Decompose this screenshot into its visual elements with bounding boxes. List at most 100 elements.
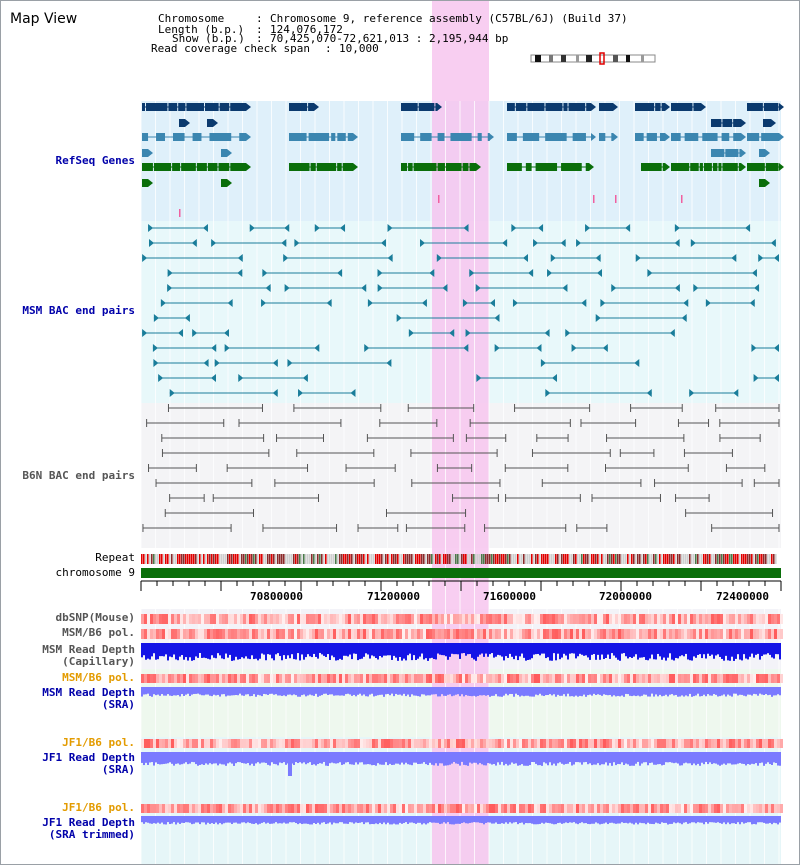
read-depth-bar: [155, 687, 157, 696]
repeat-element: [599, 554, 601, 564]
polymorphism-cell: [714, 739, 717, 748]
polymorphism-cell: [777, 614, 780, 624]
track-label-repeat[interactable]: Repeat: [95, 551, 135, 564]
read-depth-bar: [355, 643, 357, 654]
gene-exon: [178, 103, 186, 111]
gene-strand-arrow: [779, 103, 784, 111]
polymorphism-cell: [780, 614, 783, 624]
repeat-element: [387, 554, 389, 564]
track-label-msm-pol[interactable]: MSM/B6 pol.: [62, 626, 135, 639]
bac-end-marker: [148, 239, 154, 247]
read-depth-bar: [511, 643, 513, 657]
read-depth-bar: [355, 752, 357, 763]
read-depth-bar: [301, 752, 303, 764]
polymorphism-cell: [198, 629, 201, 639]
read-depth-bar: [529, 816, 531, 824]
read-depth-bar: [739, 687, 741, 695]
gene-exon: [230, 103, 246, 111]
read-depth-bar: [285, 687, 287, 697]
polymorphism-cell: [246, 629, 249, 639]
polymorphism-cell: [384, 674, 387, 683]
read-depth-bar: [469, 687, 471, 696]
read-depth-bar: [731, 643, 733, 657]
polymorphism-cell: [285, 739, 288, 748]
polymorphism-cell: [249, 674, 252, 683]
read-depth-bar: [347, 643, 349, 657]
polymorphism-cell: [144, 614, 147, 624]
repeat-element: [553, 554, 555, 564]
gene-exon: [418, 103, 435, 111]
read-depth-bar: [217, 687, 219, 695]
read-depth-bar: [635, 752, 637, 764]
read-depth-bar: [509, 752, 511, 765]
read-depth-bar: [537, 687, 539, 696]
read-depth-bar: [749, 752, 751, 765]
track-label-jf1-pol-trimmed[interactable]: JF1/B6 pol.: [62, 801, 135, 814]
polymorphism-cell: [303, 629, 306, 639]
track-label-jf1-depth-trimmed[interactable]: JF1 Read Depth: [42, 816, 135, 829]
repeat-element: [661, 554, 663, 564]
read-depth-bar: [423, 687, 425, 695]
polymorphism-cell: [747, 739, 750, 748]
read-depth-bar: [701, 643, 703, 659]
gene-strand-arrow: [591, 103, 596, 111]
read-depth-bar: [367, 687, 369, 697]
polymorphism-cell: [297, 614, 300, 624]
track-label-msm-depth-capillary[interactable]: MSM Read Depth: [42, 643, 135, 656]
polymorphism-cell: [492, 804, 495, 813]
polymorphism-cell: [363, 614, 366, 624]
read-depth-bar: [525, 687, 527, 696]
track-label-refseq[interactable]: RefSeq Genes: [55, 154, 135, 167]
track-label-msm-depth-sra[interactable]: MSM Read Depth: [42, 686, 135, 699]
read-depth-bar: [447, 643, 449, 660]
polymorphism-cell: [744, 739, 747, 748]
read-depth-bar: [465, 687, 467, 695]
repeat-element: [149, 554, 151, 564]
read-depth-bar: [389, 752, 391, 764]
read-depth-bar: [593, 752, 595, 765]
bac-end-marker: [545, 389, 551, 397]
repeat-element: [325, 554, 327, 564]
read-depth-bar: [351, 687, 353, 696]
read-depth-bar: [653, 687, 655, 697]
read-depth-bar: [367, 816, 369, 823]
read-depth-bar: [151, 643, 153, 657]
polymorphism-cell: [702, 629, 705, 639]
read-depth-bar: [241, 816, 243, 823]
read-depth-bar: [413, 752, 415, 763]
repeat-element: [687, 554, 689, 564]
read-depth-bar: [667, 752, 669, 763]
read-depth-bar: [313, 643, 315, 654]
polymorphism-cell: [225, 629, 228, 639]
track-label-msm-pol-sra[interactable]: MSM/B6 pol.: [62, 671, 135, 684]
gene-exon: [718, 163, 722, 171]
repeat-element: [653, 554, 655, 564]
track-label-b6n-bac[interactable]: B6N BAC end pairs: [22, 469, 135, 482]
read-depth-bar: [475, 643, 477, 661]
polymorphism-cell: [144, 804, 147, 813]
read-depth-bar: [291, 643, 293, 655]
read-depth-bar: [347, 687, 349, 694]
read-depth-bar: [393, 752, 395, 765]
read-depth-bar: [243, 816, 245, 823]
read-depth-bar: [221, 752, 223, 765]
track-label-dbsnp[interactable]: dbSNP(Mouse): [55, 611, 135, 624]
track-label-jf1-pol[interactable]: JF1/B6 pol.: [62, 736, 135, 749]
read-depth-bar: [331, 643, 333, 656]
read-depth-bar: [591, 687, 593, 696]
read-depth-bar: [547, 687, 549, 696]
gene-exon: [599, 103, 613, 111]
read-depth-bar: [757, 643, 759, 654]
gene-exon: [337, 133, 346, 141]
track-label-msm-bac[interactable]: MSM BAC end pairs: [22, 304, 135, 317]
repeat-element: [241, 554, 243, 564]
read-depth-bar: [525, 752, 527, 766]
track-label-jf1-depth[interactable]: JF1 Read Depth: [42, 751, 135, 764]
polymorphism-cell: [375, 674, 378, 683]
read-depth-bar: [249, 752, 251, 766]
polymorphism-cell: [192, 614, 195, 624]
read-depth-bar: [197, 816, 199, 823]
read-depth-bar: [753, 816, 755, 824]
read-depth-bar: [639, 816, 641, 823]
